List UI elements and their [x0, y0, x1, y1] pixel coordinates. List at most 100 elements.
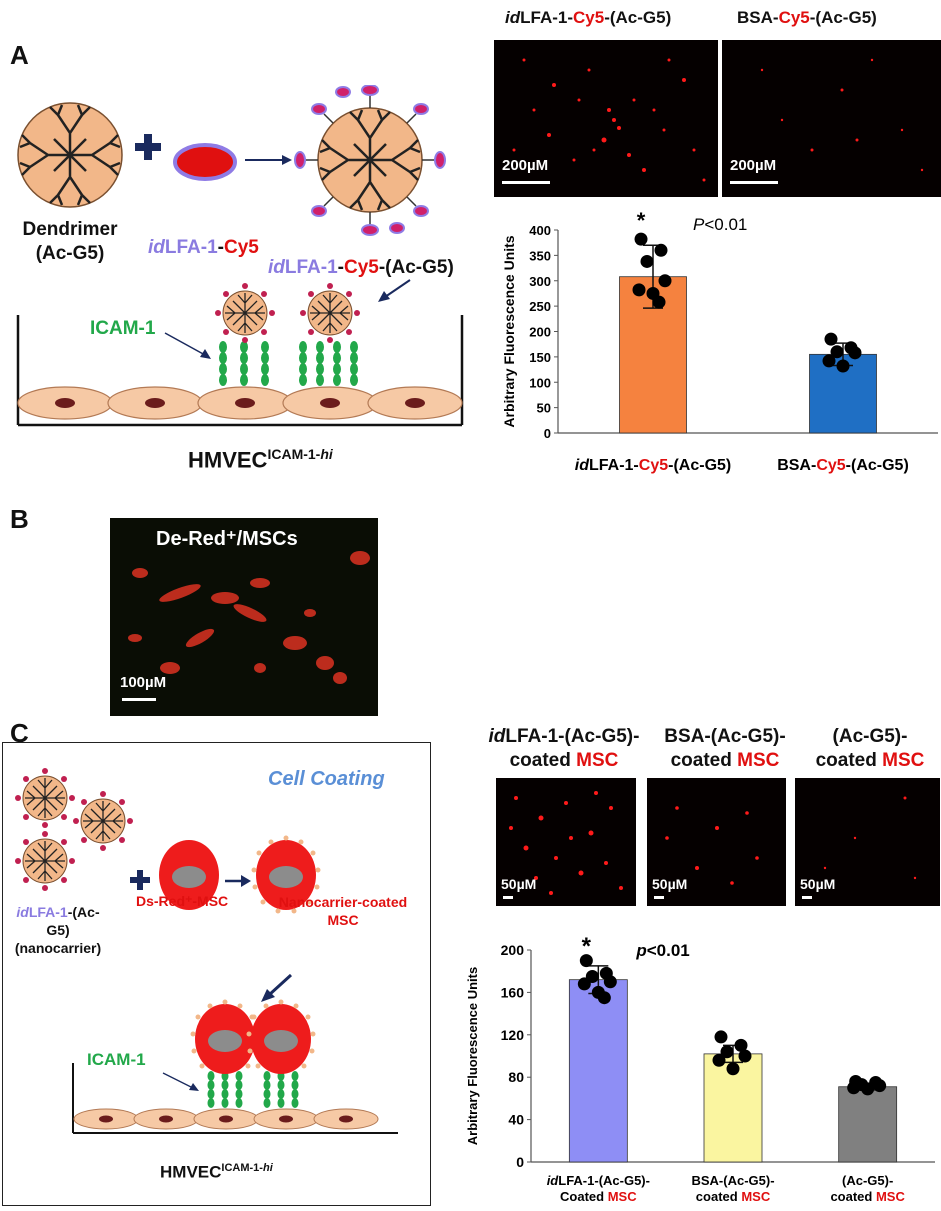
y-tick-label: 250 — [529, 299, 551, 314]
hmvec-c-text: HMVEC — [160, 1162, 222, 1182]
scale-label-a1: 200µM — [502, 157, 549, 174]
arrow-icon — [378, 279, 411, 302]
panel-label-b: B — [10, 504, 29, 534]
nano-lfa: LFA-1 — [28, 904, 68, 920]
micrograph-c1: 50µM — [496, 778, 636, 906]
data-point — [634, 232, 648, 246]
ligand-id: id — [148, 237, 165, 258]
image-c1-msc: MSC — [576, 750, 619, 771]
p-value-annotation: p<0.01 — [635, 941, 689, 960]
x-category-label-line2: Coated MSC — [560, 1189, 637, 1204]
y-tick-label: 0 — [544, 426, 551, 441]
x-category-label-line1-part-0: BSA-(Ac-G5)- — [691, 1173, 774, 1188]
scale-bar-c1 — [503, 896, 513, 899]
data-point — [577, 977, 591, 991]
y-tick-label: 100 — [529, 375, 551, 390]
image-a2-title: BSA-Cy5-(Ac-G5) — [737, 8, 877, 28]
panel-label-c: C — [10, 718, 29, 748]
micrograph-a2: 200µM — [722, 40, 941, 197]
x-category-label-part-0: id — [575, 457, 590, 474]
data-point — [848, 346, 862, 360]
micrograph-c3: 50µM — [795, 778, 940, 906]
coated-msc-label: Nanocarrier-coated MSC — [268, 893, 418, 929]
conjugate-graphic — [294, 85, 446, 236]
fluorescence-dots — [512, 58, 706, 182]
p-value-rest: <0.01 — [704, 215, 747, 234]
x-category-label-line1-part-0: (Ac-G5)- — [842, 1173, 893, 1188]
image-c3-title-line2: coated MSC — [800, 749, 940, 773]
conjugate-id: id — [268, 257, 285, 278]
image-c1-title-line2: coated MSC — [474, 749, 654, 773]
conjugate-label: idLFA-1-Cy5-(Ac-G5) — [268, 257, 454, 279]
significance-star: * — [637, 208, 646, 233]
x-category-label-line1: BSA-(Ac-G5)- — [691, 1173, 774, 1188]
x-category-label-line2-part-0: coated — [696, 1189, 742, 1204]
panel-c-box — [2, 742, 431, 1206]
y-tick-label: 0 — [516, 1154, 524, 1170]
conjugate-dash: - — [337, 257, 344, 278]
scale-label-c3: 50µM — [800, 876, 836, 892]
image-c2-title-line2: coated MSC — [655, 749, 795, 773]
fluorescence-dots — [760, 58, 924, 172]
x-category-label-line2-part-0: Coated — [560, 1189, 608, 1204]
image-c1-title-line1: idLFA-1-(Ac-G5)- — [474, 725, 654, 749]
nanocarrier-label-line1: idLFA-1-(Ac-G5) — [6, 903, 110, 939]
icam-label: ICAM-1 — [90, 318, 156, 339]
y-tick-label: 40 — [508, 1112, 524, 1128]
scale-label-c1: 50µM — [501, 876, 537, 892]
image-c3-title: (Ac-G5)- coated MSC — [800, 725, 940, 773]
cell-well-c — [72, 999, 398, 1134]
coated-msc-line1: Nanocarrier-coated — [278, 894, 408, 910]
hmvec-label-c: HMVECICAM-1-hi — [160, 1162, 273, 1183]
data-point — [603, 975, 617, 989]
y-tick-label: 400 — [529, 223, 551, 238]
hmvec-label: HMVECICAM-1-hi — [188, 446, 333, 473]
x-category-label: BSA-Cy5-(Ac-G5) — [777, 457, 909, 474]
x-category-label-line1: (Ac-G5)- — [842, 1173, 893, 1188]
scale-label-a2: 200µM — [730, 157, 777, 174]
scale-label-b: 100µM — [120, 674, 167, 691]
image-c2-msc: MSC — [737, 750, 780, 771]
y-tick-label: 200 — [501, 942, 525, 958]
image-c2-l1: BSA-(Ac-G5)- — [664, 726, 786, 747]
fluorescent-cells — [128, 551, 370, 684]
fluorescence-dots — [509, 791, 623, 895]
conjugate-lfa: LFA-1 — [284, 257, 338, 278]
nano-suffix: -(Ac-G5) — [46, 904, 100, 938]
data-point — [632, 283, 646, 297]
scale-bar-c2 — [654, 896, 664, 899]
image-c3-msc: MSC — [882, 750, 925, 771]
fluorescence-dots — [665, 806, 759, 885]
p-value-rest: <0.01 — [647, 941, 690, 960]
dendrimer-label: Dendrimer (Ac-G5) — [5, 218, 135, 266]
image-a1-title-cy5: Cy5 — [573, 8, 605, 27]
cell-well — [16, 282, 464, 427]
x-category-label-part-3: -(Ac-G5) — [668, 457, 731, 474]
nanocarrier-label: idLFA-1-(Ac-G5) (nanocarrier) — [6, 903, 110, 957]
x-category-label-line2-part-1: MSC — [741, 1189, 771, 1204]
image-a1-title: idLFA-1-Cy5-(Ac-G5) — [505, 8, 671, 28]
image-b-title: De-Red⁺/MSCs — [156, 528, 298, 550]
coated-msc-line2: MSC — [327, 912, 359, 928]
scale-bar-a2 — [730, 181, 778, 184]
data-point — [579, 954, 593, 968]
ligand-graphic — [173, 143, 237, 181]
ligand-dash: - — [217, 237, 224, 258]
hmvec-sup: ICAM-1- — [267, 446, 321, 462]
coated-msc-graphic — [251, 835, 321, 914]
data-point — [847, 1081, 861, 1095]
y-axis-label: Arbitrary Fluorescence Units — [501, 235, 517, 427]
x-category-label-part-0: BSA- — [777, 457, 816, 474]
data-point — [658, 274, 672, 288]
panel-a-schematic — [16, 85, 464, 427]
conjugate-suffix: -(Ac-G5) — [378, 257, 454, 278]
data-point — [640, 254, 654, 268]
dendrimer-graphic — [16, 101, 124, 209]
data-point — [830, 345, 844, 359]
scale-bar-b — [122, 698, 156, 701]
image-a2-title-b: -(Ac-G5) — [809, 8, 877, 27]
arrow-icon — [261, 973, 293, 1002]
micrograph-c2: 50µM — [647, 778, 786, 906]
image-c1-l2: coated — [509, 750, 577, 771]
data-point — [712, 1053, 726, 1067]
